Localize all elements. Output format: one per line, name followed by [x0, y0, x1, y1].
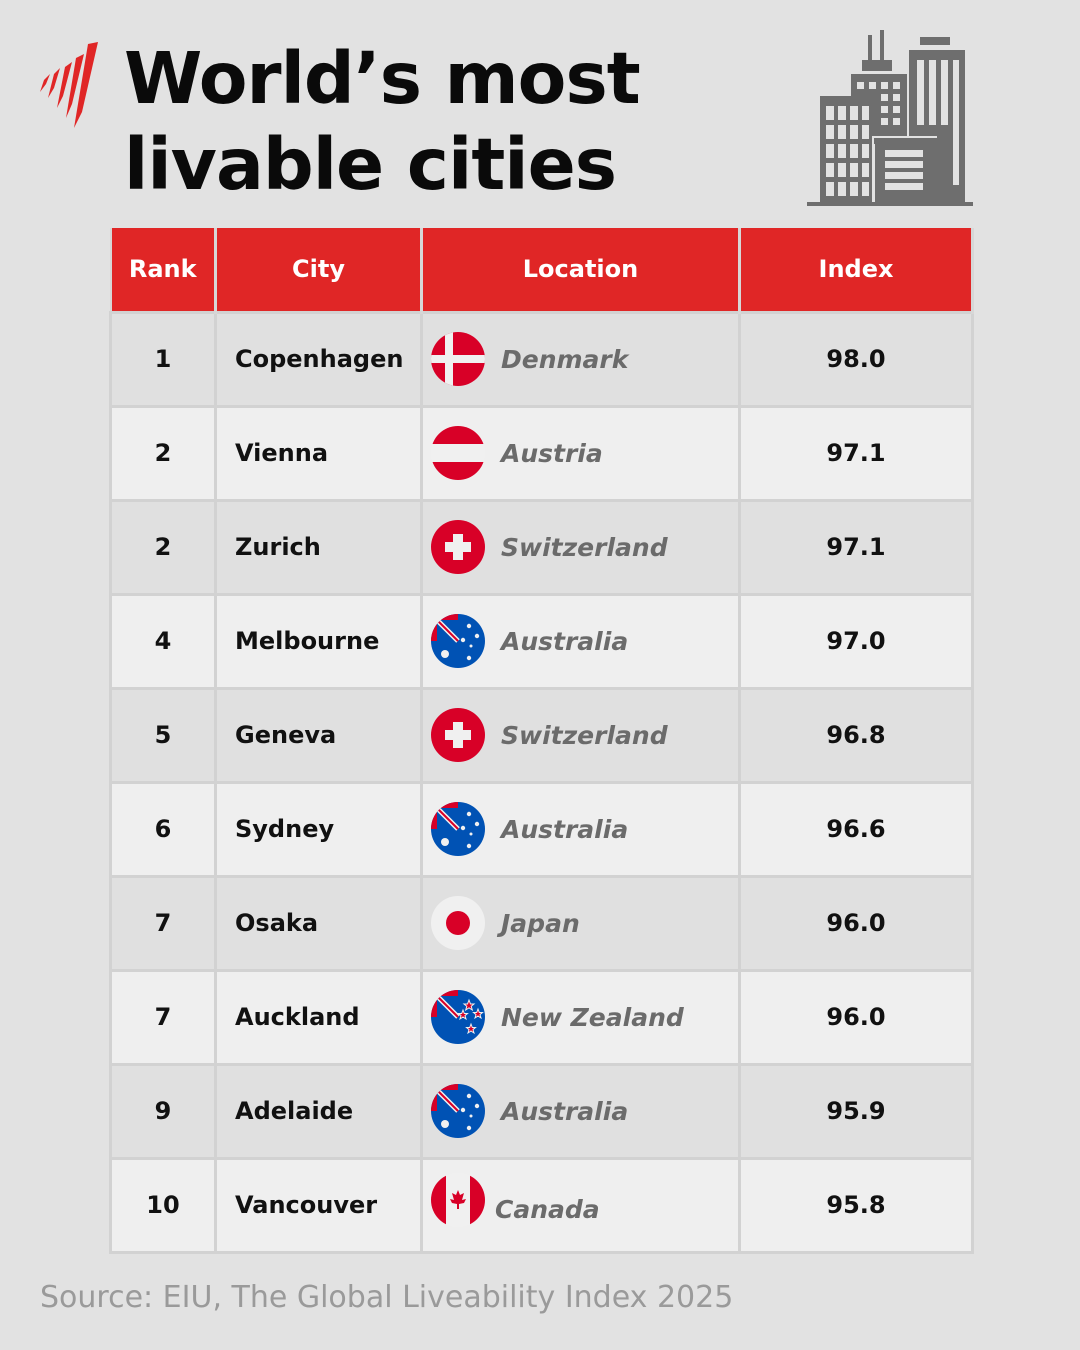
table-row: 5 Geneva Switzerland 96.8: [109, 686, 974, 784]
location-cell: Canada: [420, 1156, 741, 1254]
column-header-rank: Rank: [109, 228, 217, 312]
city-cell: Geneva: [214, 686, 423, 784]
page-title: World’s most livable cities: [124, 36, 641, 208]
rank-cell: 7: [109, 968, 217, 1066]
country-label: Canada: [495, 1195, 600, 1224]
canada-flag-icon: [431, 1173, 485, 1227]
rank-cell: 5: [109, 686, 217, 784]
location-cell: Australia: [420, 780, 741, 878]
city-cell: Copenhagen: [214, 310, 423, 408]
column-header-city: City: [214, 228, 423, 312]
table-row: 7 Osaka Japan 96.0: [109, 874, 974, 972]
rank-cell: 1: [109, 310, 217, 408]
denmark-flag-icon: [431, 332, 485, 386]
index-value: 95.9: [738, 1062, 974, 1160]
sbs-logo-icon: [40, 42, 98, 128]
city-cell: Zurich: [214, 498, 423, 596]
index-value: 96.0: [738, 874, 974, 972]
country-label: Japan: [501, 908, 580, 938]
buildings-icon: [807, 30, 973, 206]
rank-cell: 2: [109, 404, 217, 502]
city-cell: Auckland: [214, 968, 423, 1066]
location-cell: New Zealand: [420, 968, 741, 1066]
rank-cell: 10: [109, 1156, 217, 1254]
city-cell: Adelaide: [214, 1062, 423, 1160]
city-cell: Vancouver: [214, 1156, 423, 1254]
table-row: 2 Zurich Switzerland 97.1: [109, 498, 974, 596]
location-cell: Switzerland: [420, 686, 741, 784]
rank-cell: 4: [109, 592, 217, 690]
country-label: Australia: [501, 1096, 629, 1126]
country-label: Austria: [501, 438, 603, 468]
new-zealand-flag-icon: [431, 990, 485, 1044]
title-line-2: livable cities: [124, 123, 617, 206]
index-value: 96.0: [738, 968, 974, 1066]
index-value: 97.1: [738, 498, 974, 596]
location-cell: Australia: [420, 592, 741, 690]
table-header-row: Rank City Location Index: [109, 228, 974, 312]
index-value: 95.8: [738, 1156, 974, 1254]
country-label: Australia: [501, 626, 629, 656]
index-value: 96.6: [738, 780, 974, 878]
location-cell: Switzerland: [420, 498, 741, 596]
table-row: 1 Copenhagen Denmark 98.0: [109, 310, 974, 408]
location-cell: Australia: [420, 1062, 741, 1160]
city-cell: Osaka: [214, 874, 423, 972]
country-label: Australia: [501, 814, 629, 844]
column-header-location: Location: [420, 228, 741, 312]
country-label: Switzerland: [501, 532, 668, 562]
location-cell: Denmark: [420, 310, 741, 408]
country-label: Denmark: [501, 344, 629, 374]
country-label: Switzerland: [501, 720, 668, 750]
table-row: 2 Vienna Austria 97.1: [109, 404, 974, 502]
location-cell: Japan: [420, 874, 741, 972]
city-cell: Sydney: [214, 780, 423, 878]
index-value: 97.1: [738, 404, 974, 502]
city-cell: Vienna: [214, 404, 423, 502]
japan-flag-icon: [431, 896, 485, 950]
livability-table: Rank City Location Index 1 Copenhagen: [109, 228, 974, 1254]
switzerland-flag-icon: [431, 708, 485, 762]
location-cell: Austria: [420, 404, 741, 502]
rank-cell: 9: [109, 1062, 217, 1160]
australia-flag-icon: [431, 614, 485, 668]
title-line-1: World’s most: [124, 37, 641, 120]
australia-flag-icon: [431, 1084, 485, 1138]
index-value: 98.0: [738, 310, 974, 408]
table-row: 9 Adelaide: [109, 1062, 974, 1160]
rank-cell: 6: [109, 780, 217, 878]
austria-flag-icon: [431, 426, 485, 480]
switzerland-flag-icon: [431, 520, 485, 574]
index-value: 96.8: [738, 686, 974, 784]
rank-cell: 2: [109, 498, 217, 596]
country-label: New Zealand: [501, 1002, 684, 1032]
australia-flag-icon: [431, 802, 485, 856]
source-note: Source: EIU, The Global Liveability Inde…: [40, 1280, 734, 1315]
table-row: 10 Vancouver Canada 95.8: [109, 1156, 974, 1254]
table-row: 6 Sydney: [109, 780, 974, 878]
table-row: 4 Melbourne: [109, 592, 974, 690]
city-cell: Melbourne: [214, 592, 423, 690]
column-header-index: Index: [738, 228, 974, 312]
rank-cell: 7: [109, 874, 217, 972]
index-value: 97.0: [738, 592, 974, 690]
table-row: 7 Auckland: [109, 968, 974, 1066]
